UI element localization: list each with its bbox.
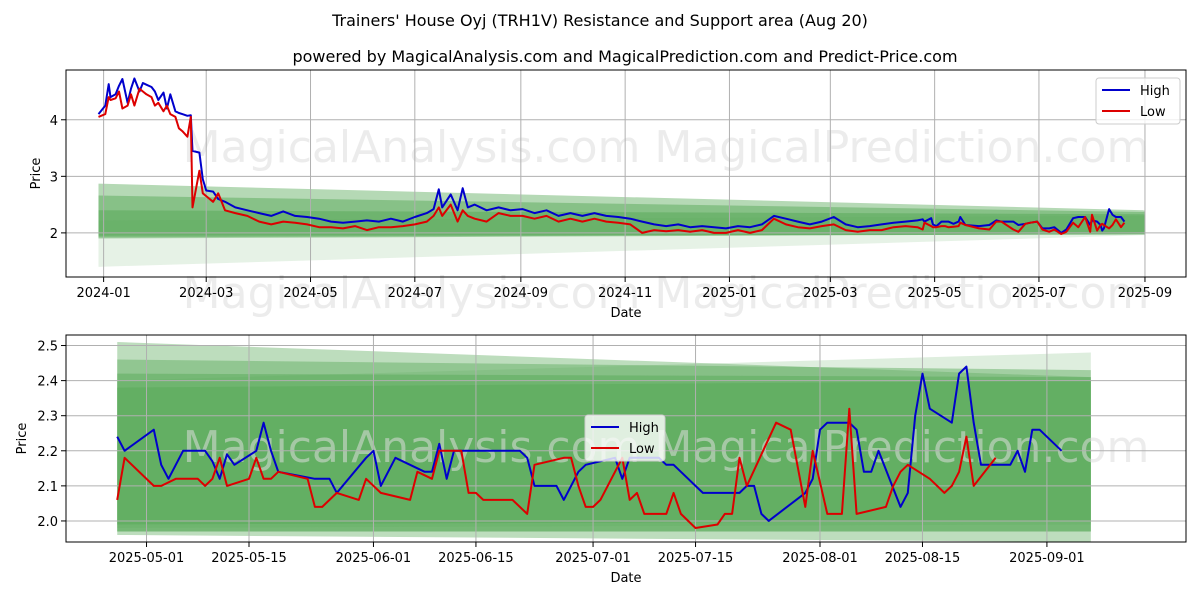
legend: High Low	[1095, 77, 1181, 125]
legend-label-high: High	[1140, 84, 1170, 99]
x-tick-label: 2025-03	[803, 286, 857, 301]
y-tick-label: 2.0	[37, 515, 58, 530]
series-group	[97, 77, 1126, 235]
x-tick-label: 2025-07-15	[658, 551, 734, 566]
zoom-chart-panel: MagicalAnalysis.com MagicalPrediction.co…	[15, 334, 1187, 586]
y-tick-label: 2.1	[37, 480, 58, 495]
overview-chart-panel: MagicalAnalysis.com MagicalPrediction.co…	[29, 69, 1187, 321]
y-axis-label: Price	[29, 158, 44, 190]
legend-label-high: High	[629, 421, 659, 436]
x-axis-label: Date	[610, 571, 641, 586]
y-tick-label: 2	[50, 227, 58, 242]
plot-frame	[65, 334, 1187, 543]
x-tick-label: 2025-09-01	[1009, 551, 1085, 566]
x-tick-label: 2024-05	[283, 286, 337, 301]
x-tick-label: 2025-06-01	[336, 551, 412, 566]
chart-title: Trainers' House Oyj (TRH1V) Resistance a…	[331, 11, 868, 30]
x-tick-label: 2025-08-15	[885, 551, 961, 566]
y-tick-label: 2.3	[37, 410, 58, 425]
x-tick-label: 2025-05-15	[211, 551, 287, 566]
watermark: MagicalAnalysis.com MagicalPrediction.co…	[183, 122, 1150, 173]
x-tick-label: 2024-09	[494, 286, 548, 301]
x-tick-label: 2025-07-01	[555, 551, 631, 566]
x-tick-label: 2025-05	[907, 286, 961, 301]
x-tick-label: 2025-08-01	[782, 551, 858, 566]
x-tick-label: 2025-05-01	[109, 551, 185, 566]
x-tick-label: 2024-07	[388, 286, 442, 301]
grid	[66, 70, 1186, 277]
x-tick-label: 2025-09	[1118, 286, 1172, 301]
x-tick-label: 2025-07	[1012, 286, 1066, 301]
legend-label-low: Low	[629, 442, 655, 457]
x-tick-label: 2024-11	[598, 286, 652, 301]
chart-subtitle: powered by MagicalAnalysis.com and Magic…	[292, 47, 957, 66]
y-tick-label: 2.5	[37, 340, 58, 355]
y-tick-label: 4	[50, 114, 58, 129]
series-line-high	[97, 77, 1126, 234]
legend-label-low: Low	[1140, 105, 1166, 120]
series-line-low	[98, 87, 1126, 235]
y-tick-label: 2.2	[37, 445, 58, 460]
x-axis-label: Date	[610, 306, 641, 321]
y-tick-label: 3	[50, 170, 58, 185]
y-tick-label: 2.4	[37, 375, 58, 390]
y-axis-label: Price	[15, 423, 30, 455]
legend: High Low	[584, 414, 666, 462]
x-tick-label: 2024-01	[76, 286, 130, 301]
x-tick-label: 2024-03	[179, 286, 233, 301]
series-line-low	[116, 407, 997, 529]
x-tick-label: 2025-01	[702, 286, 756, 301]
plot-frame	[65, 69, 1187, 278]
x-tick-label: 2025-06-15	[438, 551, 514, 566]
